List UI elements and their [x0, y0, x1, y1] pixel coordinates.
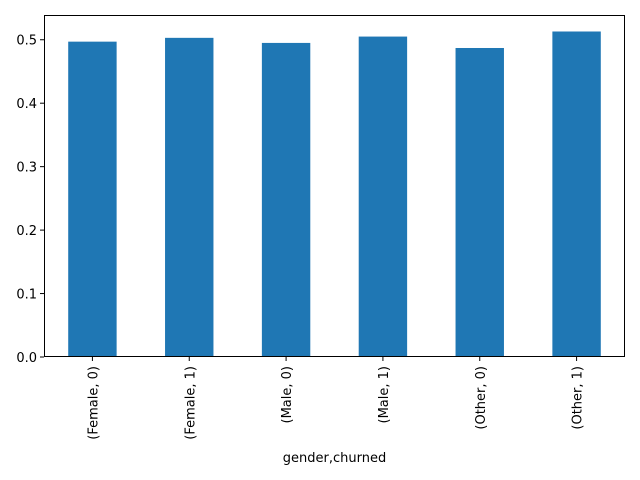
y-tick-label: 0.2: [16, 224, 37, 239]
bar: [552, 31, 601, 357]
x-tick-label: (Female, 1): [183, 366, 198, 440]
y-axis: 0.0 0.1 0.2 0.3 0.4 0.5: [16, 34, 44, 366]
bars-group: [68, 31, 601, 358]
y-tick-label: 0.0: [16, 351, 37, 366]
bar: [261, 42, 311, 357]
bar: [358, 36, 408, 358]
x-axis-label: gender,churned: [283, 451, 386, 466]
x-tick-label: (Male, 1): [377, 366, 392, 423]
x-tick-label: (Other, 1): [571, 366, 586, 430]
x-axis: (Female, 0) (Female, 1) (Male, 0) (Male, 1)…: [86, 357, 586, 440]
plot-frame: [44, 15, 625, 357]
y-tick-label: 0.3: [16, 161, 37, 176]
x-tick-label: (Male, 0): [280, 366, 295, 423]
bar: [455, 47, 504, 357]
bar: [68, 41, 117, 357]
y-tick-label: 0.5: [16, 34, 37, 49]
bar: [165, 37, 214, 358]
y-tick-label: 0.4: [16, 97, 37, 112]
x-tick-label: (Female, 0): [86, 366, 101, 440]
y-tick-label: 0.1: [16, 288, 37, 303]
x-tick-label: (Other, 0): [474, 366, 489, 430]
